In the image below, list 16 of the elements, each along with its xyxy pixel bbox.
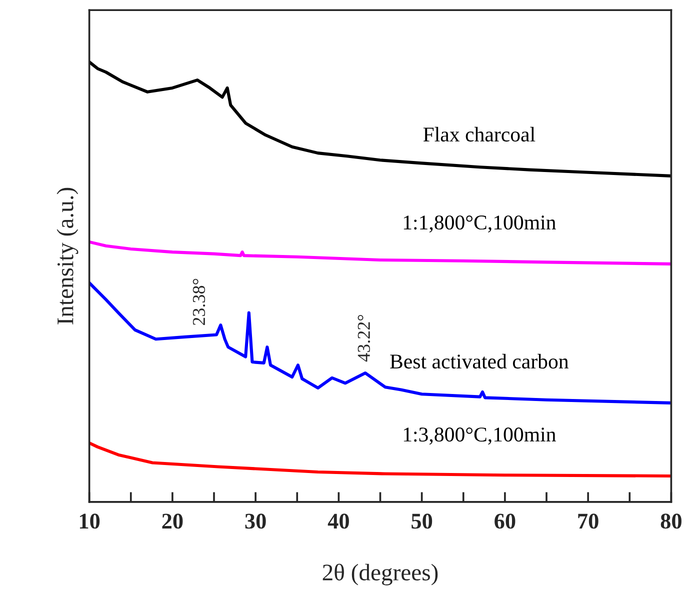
series-label: Best activated carbon	[390, 354, 569, 369]
x-tick-label: 10	[80, 514, 100, 529]
x-tick-label: 40	[328, 514, 349, 529]
x-tick-label: 70	[578, 514, 598, 529]
x-tick-label: 80	[660, 514, 682, 529]
series-label: 1:3,800°C,100min	[404, 428, 556, 445]
series-label: Flax charcoal	[423, 126, 536, 142]
x-tick-label: 50	[412, 514, 432, 529]
x-tick-label: 30	[245, 514, 266, 529]
series-label: 1:1,800°C,100min	[404, 215, 556, 233]
y-axis-title: Intensity (a.u.)	[56, 188, 78, 324]
x-tick-label: 60	[494, 514, 516, 529]
x-tick-label: 20	[162, 514, 183, 529]
annotation: 43.22°	[358, 314, 370, 362]
x-axis-title: 2θ (degrees)	[322, 564, 438, 586]
annotation: 23.38°	[192, 278, 206, 326]
